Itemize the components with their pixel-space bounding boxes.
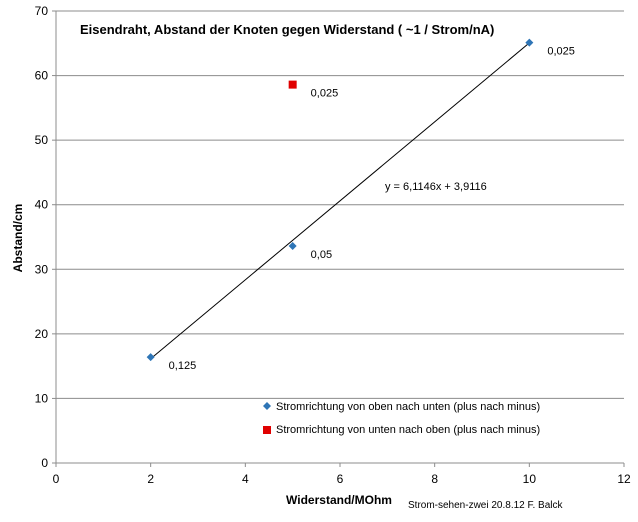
data-point-diamond — [146, 353, 155, 362]
x-tick-label: 0 — [53, 472, 60, 486]
trendline-group — [150, 42, 530, 360]
legend: Stromrichtung von oben nach unten (plus … — [263, 401, 540, 436]
y-tick-label: 20 — [35, 327, 49, 341]
y-tick-label: 0 — [41, 456, 48, 470]
x-tick-label: 2 — [147, 472, 154, 486]
y-tick-label: 30 — [35, 262, 49, 276]
chart-title: Eisendraht, Abstand der Knoten gegen Wid… — [80, 22, 494, 37]
x-tick-label: 8 — [431, 472, 438, 486]
data-points — [146, 38, 534, 362]
data-label: 0,025 — [547, 46, 575, 58]
data-label: 0,05 — [311, 249, 332, 261]
tick-labels: 0 10 20 30 40 50 60 70 0 2 4 6 8 10 12 — [35, 4, 631, 486]
x-tick-label: 4 — [242, 472, 249, 486]
trendline — [150, 42, 530, 360]
data-point-square — [288, 80, 297, 89]
y-tick-label: 50 — [35, 133, 49, 147]
y-axis-title: Abstand/cm — [11, 204, 25, 273]
y-tick-label: 40 — [35, 198, 49, 212]
credit-text: Strom-sehen-zwei 20.8.12 F. Balck — [408, 500, 564, 511]
x-axis-title: Widerstand/MOhm — [286, 493, 392, 507]
y-tick-label: 60 — [35, 69, 49, 83]
legend-marker-square — [263, 426, 271, 434]
legend-entry-1: Stromrichtung von oben nach unten (plus … — [276, 401, 540, 413]
data-point-diamond — [288, 242, 297, 251]
grid — [56, 10, 624, 399]
x-tick-label: 10 — [523, 472, 537, 486]
data-label: 0,025 — [311, 88, 339, 100]
y-tick-label: 10 — [35, 391, 49, 405]
legend-marker-diamond — [263, 402, 271, 410]
data-point-diamond — [525, 38, 534, 47]
data-label: 0,125 — [169, 360, 197, 372]
data-labels: 0,125 0,05 0,025 0,025 — [169, 46, 575, 372]
x-tick-label: 12 — [617, 472, 631, 486]
axes — [52, 10, 625, 467]
trendline-equation: y = 6,1146x + 3,9116 — [385, 181, 487, 193]
x-tick-label: 6 — [337, 472, 344, 486]
y-tick-label: 70 — [35, 4, 49, 18]
legend-entry-2: Stromrichtung von unten nach oben (plus … — [276, 424, 540, 436]
